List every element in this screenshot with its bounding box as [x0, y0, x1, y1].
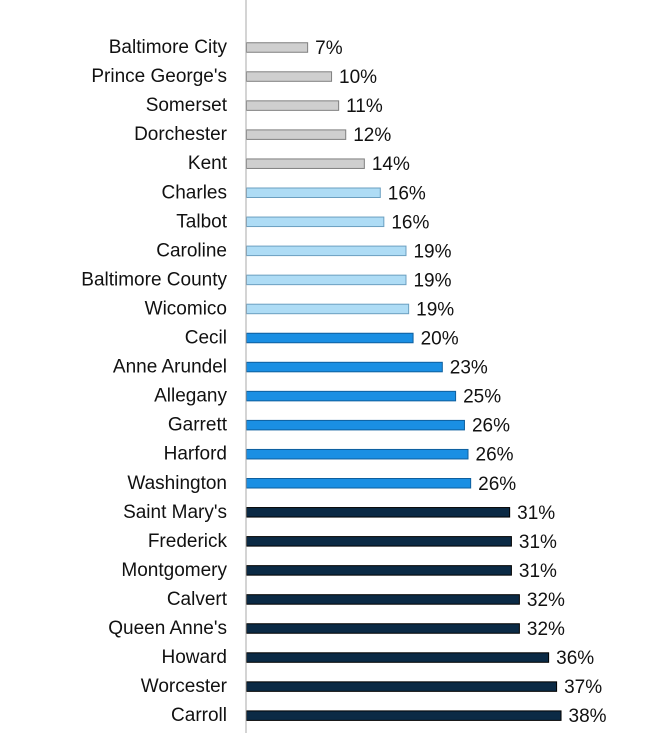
value-label-talbot: 16%	[391, 212, 429, 233]
category-label-baltimore-county: Baltimore County	[81, 269, 227, 290]
value-label-wicomico: 19%	[416, 299, 454, 320]
category-label-wicomico: Wicomico	[145, 298, 227, 319]
value-label-saint-mary-s: 31%	[517, 503, 555, 524]
bar-washington	[246, 478, 472, 489]
category-label-cecil: Cecil	[185, 328, 227, 349]
category-label-allegany: Allegany	[154, 386, 227, 407]
value-label-baltimore-county: 19%	[413, 270, 451, 291]
value-label-frederick: 31%	[519, 532, 557, 553]
bar-montgomery	[246, 565, 512, 576]
value-label-charles: 16%	[388, 183, 426, 204]
bar-worcester	[246, 681, 558, 692]
category-label-caroline: Caroline	[156, 240, 227, 261]
value-label-queen-anne-s: 32%	[527, 619, 565, 640]
bar-calvert	[246, 594, 520, 605]
category-label-montgomery: Montgomery	[121, 560, 227, 581]
bar-talbot	[246, 216, 385, 228]
category-label-prince-george-s: Prince George's	[91, 66, 227, 87]
value-label-somerset: 11%	[346, 96, 383, 117]
bar-allegany	[246, 390, 457, 402]
category-label-baltimore-city: Baltimore City	[109, 37, 228, 58]
bar-somerset	[246, 100, 340, 111]
bar-howard	[246, 652, 550, 663]
category-label-worcester: Worcester	[141, 676, 228, 697]
value-labels: 7% 10% 11% 12% 14% 16% 16% 19% 19% 19% 20% 23% 25% 26…	[315, 38, 607, 727]
value-label-baltimore-city: 7%	[315, 38, 343, 59]
bar-queen-anne-s	[246, 623, 520, 634]
bar-carroll	[246, 710, 562, 721]
bar-baltimore-county	[246, 274, 407, 286]
bar-frederick	[246, 536, 512, 547]
category-label-carroll: Carroll	[171, 705, 227, 726]
category-labels: Baltimore City Prince George's Somerset Dor…	[81, 37, 227, 726]
value-label-dorchester: 12%	[353, 125, 391, 146]
category-label-somerset: Somerset	[146, 95, 228, 116]
value-label-montgomery: 31%	[519, 561, 557, 582]
value-label-calvert: 32%	[527, 590, 565, 611]
bar-caroline	[246, 245, 407, 257]
value-label-carroll: 38%	[569, 706, 607, 727]
bar-cecil	[246, 332, 414, 344]
value-label-harford: 26%	[476, 445, 514, 466]
bar-dorchester	[246, 129, 347, 140]
bars-group	[246, 42, 562, 721]
category-label-talbot: Talbot	[176, 211, 227, 232]
category-label-howard: Howard	[162, 647, 227, 668]
category-label-anne-arundel: Anne Arundel	[113, 357, 227, 378]
value-label-worcester: 37%	[564, 677, 602, 698]
value-label-cecil: 20%	[421, 329, 459, 350]
value-label-allegany: 25%	[463, 387, 501, 408]
category-label-kent: Kent	[188, 153, 228, 174]
bar-anne-arundel	[246, 361, 443, 373]
value-label-kent: 14%	[372, 154, 410, 175]
value-label-washington: 26%	[478, 474, 516, 495]
category-label-frederick: Frederick	[148, 531, 228, 552]
category-label-saint-mary-s: Saint Mary's	[123, 502, 227, 523]
category-label-harford: Harford	[164, 444, 227, 465]
category-label-charles: Charles	[162, 182, 227, 203]
bar-charles	[246, 187, 381, 198]
value-label-garrett: 26%	[472, 416, 510, 437]
value-label-anne-arundel: 23%	[450, 358, 488, 379]
bar-baltimore-city	[246, 42, 309, 53]
category-label-garrett: Garrett	[168, 415, 228, 436]
bar-kent	[246, 158, 365, 169]
bar-harford	[246, 448, 469, 460]
category-label-queen-anne-s: Queen Anne's	[108, 618, 227, 639]
bar-saint-mary-s	[246, 507, 511, 518]
category-label-washington: Washington	[127, 473, 227, 494]
value-label-caroline: 19%	[413, 241, 451, 262]
category-label-calvert: Calvert	[167, 589, 228, 610]
value-label-prince-george-s: 10%	[339, 67, 377, 88]
bar-prince-george-s	[246, 71, 333, 82]
category-label-dorchester: Dorchester	[134, 124, 228, 145]
bar-wicomico	[246, 303, 410, 315]
value-label-howard: 36%	[556, 648, 594, 669]
bar-garrett	[246, 419, 465, 431]
